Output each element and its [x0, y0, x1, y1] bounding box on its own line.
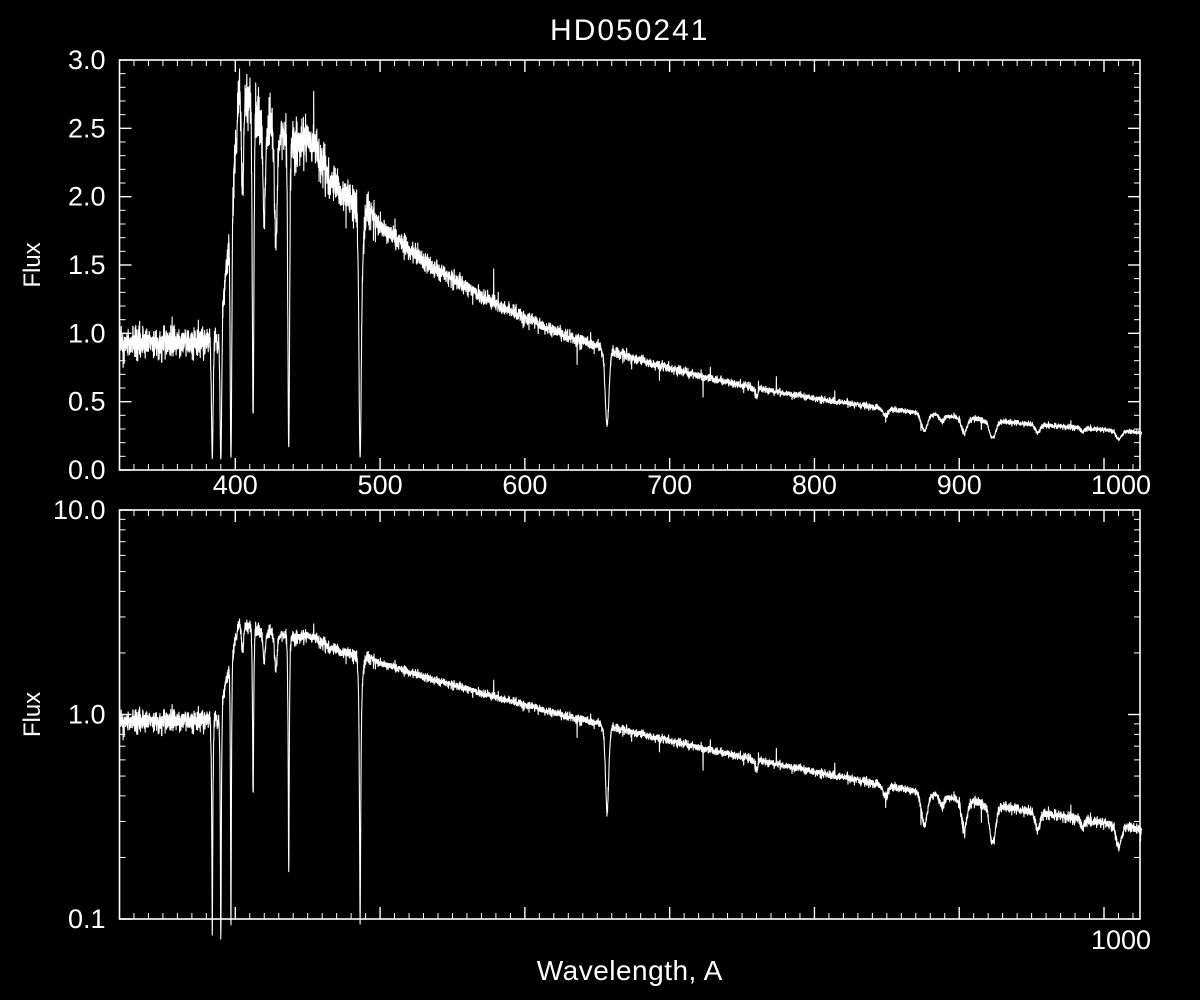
svg-text:1.0: 1.0	[68, 700, 106, 730]
svg-text:1000: 1000	[1091, 925, 1151, 955]
svg-text:1000: 1000	[1091, 470, 1151, 500]
svg-text:700: 700	[647, 470, 692, 500]
svg-text:3.0: 3.0	[68, 45, 106, 75]
svg-text:800: 800	[792, 470, 837, 500]
svg-text:600: 600	[502, 470, 547, 500]
svg-text:2.0: 2.0	[68, 182, 106, 212]
svg-text:10.0: 10.0	[53, 495, 106, 525]
svg-text:Wavelength, A: Wavelength, A	[537, 955, 723, 986]
svg-text:500: 500	[358, 470, 403, 500]
svg-text:2.5: 2.5	[68, 113, 106, 143]
svg-text:0.5: 0.5	[68, 387, 106, 417]
svg-text:HD050241: HD050241	[550, 14, 709, 47]
svg-text:900: 900	[937, 470, 982, 500]
svg-text:0.1: 0.1	[68, 904, 106, 934]
svg-text:Flux: Flux	[19, 242, 46, 287]
svg-text:0.0: 0.0	[68, 455, 106, 485]
svg-text:400: 400	[213, 470, 258, 500]
svg-text:Flux: Flux	[19, 692, 46, 737]
svg-text:1.5: 1.5	[68, 250, 106, 280]
svg-text:1.0: 1.0	[68, 318, 106, 348]
